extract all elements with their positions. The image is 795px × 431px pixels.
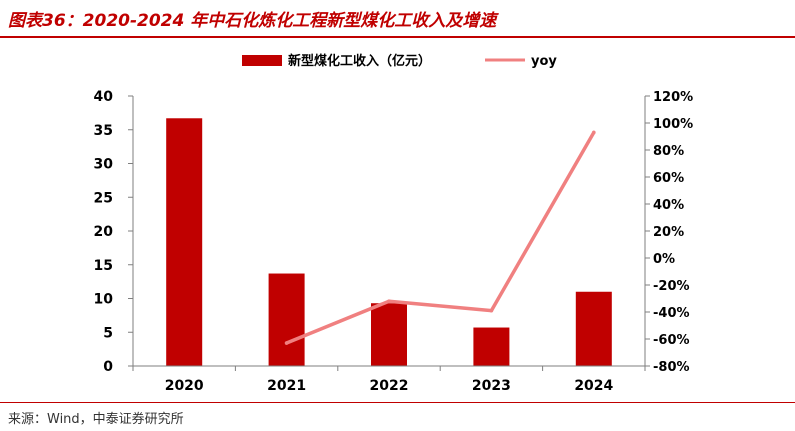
- right-tick-label: -20%: [653, 279, 690, 294]
- left-tick-label: 20: [94, 224, 114, 240]
- right-tick-label: 80%: [653, 144, 684, 159]
- left-tick-label: 10: [94, 292, 114, 308]
- right-tick-label: 120%: [653, 90, 693, 105]
- yoy-point-2023: [489, 308, 494, 313]
- bar-2022: [371, 303, 407, 366]
- title-bar: 图表36：2020-2024 年中石化炼化工程新型煤化工收入及增速: [0, 0, 795, 38]
- left-tick-label: 30: [94, 157, 114, 173]
- x-tick-label: 2024: [574, 378, 613, 394]
- yoy-point-2022: [387, 299, 391, 304]
- left-tick-label: 15: [94, 258, 113, 274]
- right-tick-label: -80%: [653, 360, 690, 375]
- yoy-point-2021: [284, 341, 289, 345]
- left-tick-labels: 0 5 10 15 20 25 30 35 40: [94, 89, 133, 375]
- bar-2021: [268, 273, 305, 366]
- yoy-point-2024: [592, 130, 596, 135]
- source-note: 来源：Wind，中泰证券研究所: [8, 412, 184, 427]
- chart: 新型煤化工收入（亿元） yoy 0 5 10 15 20 25 30 35 40 -80% -60…: [94, 53, 694, 394]
- bar-2020: [166, 118, 203, 367]
- x-tick-label: 2020: [165, 378, 204, 394]
- bar-2024: [575, 291, 612, 366]
- left-tick-label: 5: [103, 325, 113, 341]
- right-tick-label: 0%: [653, 252, 675, 267]
- bars: [166, 118, 612, 367]
- source-divider: [0, 402, 795, 403]
- chart-title: 图表36：2020-2024 年中石化炼化工程新型煤化工收入及增速: [8, 11, 497, 31]
- right-tick-label: -40%: [653, 306, 690, 321]
- right-tick-label: 40%: [653, 198, 684, 213]
- legend-bar-label: 新型煤化工收入（亿元）: [288, 53, 431, 69]
- right-tick-label: 20%: [653, 225, 684, 240]
- legend: 新型煤化工收入（亿元） yoy: [242, 53, 557, 69]
- left-tick-label: 25: [94, 190, 113, 206]
- yoy-line: [284, 130, 596, 345]
- left-tick-label: 40: [94, 89, 114, 105]
- x-tick-label: 2023: [472, 378, 511, 394]
- right-tick-label: 100%: [653, 117, 693, 132]
- right-tick-label: -60%: [653, 333, 690, 348]
- legend-bar-swatch: [242, 55, 282, 66]
- bar-2023: [473, 327, 510, 366]
- x-tick-label: 2022: [370, 378, 409, 394]
- legend-line-label: yoy: [531, 54, 557, 69]
- yoy-line-group: [284, 130, 596, 345]
- right-tick-labels: -80% -60% -40% -20% 0% 20% 40% 60% 80% 100% 120%: [645, 90, 693, 375]
- x-tick-label: 2021: [267, 378, 306, 394]
- x-tick-labels: 2020 2021 2022 2023 2024: [132, 366, 646, 394]
- left-tick-label: 0: [103, 359, 113, 375]
- right-tick-label: 60%: [653, 171, 684, 186]
- left-tick-label: 35: [94, 123, 113, 139]
